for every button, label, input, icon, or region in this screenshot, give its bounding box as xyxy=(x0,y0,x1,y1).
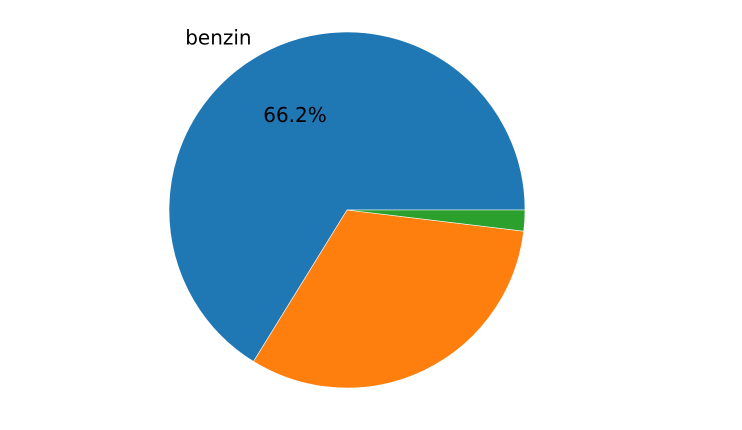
slice-label-0: benzin xyxy=(185,26,251,50)
pie-slices xyxy=(168,31,526,389)
pie-labels: benzin 66.2% xyxy=(185,26,327,128)
pie-slice-1 xyxy=(253,209,525,389)
pie-slice-0 xyxy=(168,31,526,362)
slice-pct-label-0: 66.2% xyxy=(263,103,327,127)
pie-slice-2 xyxy=(346,209,526,232)
